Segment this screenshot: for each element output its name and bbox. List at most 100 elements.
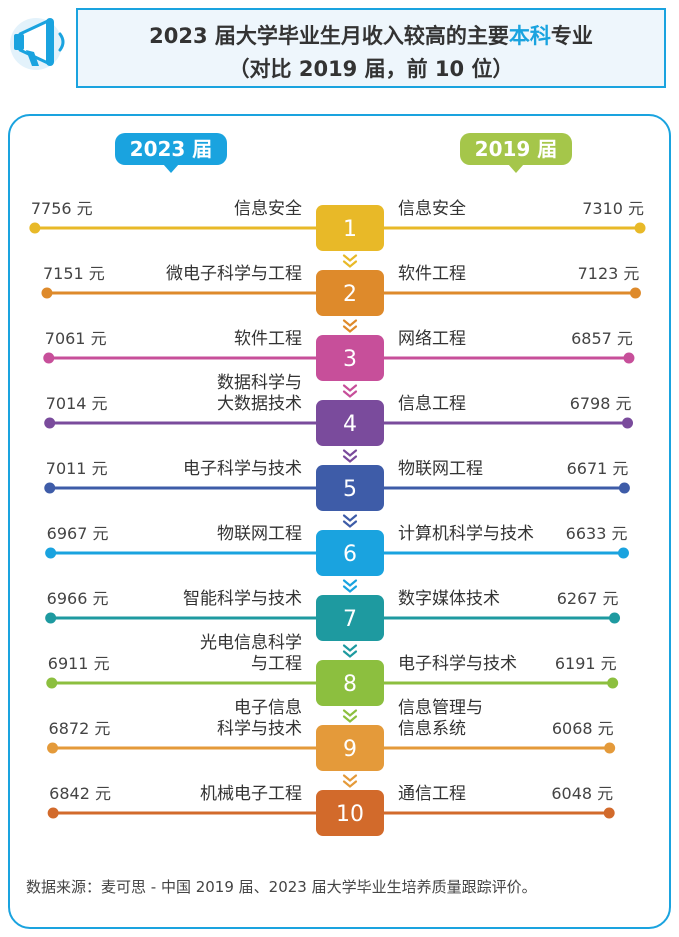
value-label-2023: 6872 元 [49,719,111,738]
value-label-2019: 7123 元 [578,264,640,283]
point-2019 [622,417,634,429]
rank-box [316,530,384,576]
connector-chevron [342,520,358,528]
value-label-2023: 6967 元 [47,524,109,543]
point-2019 [604,742,616,754]
value-label-2023: 7014 元 [46,394,108,413]
rank-label: 3 [343,347,357,372]
major-label-2023: 电子科学与技术 [183,459,302,479]
point-2019 [634,222,646,234]
major-label-2019: 信息管理与 [398,698,483,718]
major-label-2019: 物联网工程 [398,459,483,479]
connector-chevron [342,260,358,268]
major-label-2019: 信息工程 [398,394,466,414]
point-2019 [607,677,619,689]
value-label-2023: 6911 元 [48,654,110,673]
value-label-2019: 6048 元 [551,784,613,803]
value-label-2023: 7756 元 [31,199,93,218]
source-note: 数据来源：麦可思 - 中国 2019 届、2023 届大学毕业生培养质量跟踪评价… [26,878,537,896]
connector-chevron [342,715,358,723]
point-2019 [617,547,629,559]
major-label-2019: 网络工程 [398,329,466,349]
title-part-2: 专业 [550,24,593,48]
connector-chevron [342,390,358,398]
connector-chevron [342,644,358,652]
point-2023 [46,677,58,689]
value-label-2019: 6191 元 [555,654,617,673]
major-label-2023: 科学与技术 [217,719,302,739]
point-2019 [609,612,621,624]
title-highlight: 本科 [508,24,551,48]
title-part-1: 2023 届大学毕业生月收入较高的主要 [149,24,509,48]
megaphone-icon [10,18,65,70]
value-label-2019: 7310 元 [582,199,644,218]
rank-box [316,790,384,836]
point-2019 [618,482,630,494]
rank-label: 9 [343,737,357,762]
major-label-2023: 大数据技术 [217,394,302,414]
major-label-2019: 计算机科学与技术 [398,524,534,544]
page-subtitle: （对比 2019 届，前 10 位） [228,57,514,81]
value-label-2019: 6857 元 [571,329,633,348]
major-label-2023: 微电子科学与工程 [166,264,302,284]
major-label-2023: 光电信息科学 [200,633,302,653]
major-label-2023: 软件工程 [234,329,302,349]
rank-box [316,205,384,251]
major-label-2019: 信息系统 [398,719,466,739]
point-2023 [45,612,57,624]
major-label-2019: 电子科学与技术 [398,654,517,674]
rank-box [316,465,384,511]
value-label-2019: 6267 元 [557,589,619,608]
value-label-2019: 6798 元 [570,394,632,413]
rank-box [316,400,384,446]
rank-label: 1 [343,217,357,242]
rank-label: 2 [343,282,357,307]
rank-box [316,725,384,771]
rank-box [316,335,384,381]
point-2019 [629,287,641,299]
rank-label: 7 [343,607,357,632]
connector-chevron [342,579,358,587]
value-label-2023: 7011 元 [46,459,108,478]
connector-chevron [342,449,358,457]
connector-chevron [342,709,358,717]
major-label-2019: 信息安全 [398,199,466,219]
point-2023 [47,742,59,754]
connector-chevron [342,650,358,658]
major-label-2023: 与工程 [251,654,302,674]
rank-box [316,595,384,641]
value-label-2019: 6633 元 [566,524,628,543]
value-label-2019: 6068 元 [552,719,614,738]
point-2019 [603,807,615,819]
year-tab-2023: 2023 届 [115,133,227,173]
point-2023 [45,547,57,559]
point-2023 [43,352,55,364]
year-tab-2019: 2019 届 [460,133,572,173]
connector-chevron [342,455,358,463]
major-label-2023: 机械电子工程 [200,784,302,804]
major-label-2019: 数字媒体技术 [398,589,500,609]
connector-chevron [342,384,358,392]
value-label-2019: 6671 元 [567,459,629,478]
connector-chevron [342,585,358,593]
point-2023 [47,807,59,819]
major-label-2023: 数据科学与 [217,373,302,393]
connector-chevron [342,780,358,788]
major-label-2019: 软件工程 [398,264,466,284]
major-label-2023: 物联网工程 [217,524,302,544]
title-box: 2023 届大学毕业生月收入较高的主要本科专业 （对比 2019 届，前 10 … [76,8,666,88]
rank-label: 10 [336,802,364,827]
rank-label: 4 [343,412,357,437]
rank-label: 5 [343,477,357,502]
connector-chevron [342,325,358,333]
connector-chevron [342,319,358,327]
value-label-2023: 6966 元 [47,589,109,608]
connector-chevron [342,254,358,262]
point-2023 [44,417,56,429]
value-label-2023: 6842 元 [49,784,111,803]
page-title: 2023 届大学毕业生月收入较高的主要本科专业 [78,20,664,50]
value-label-2023: 7151 元 [43,264,105,283]
point-2023 [44,482,56,494]
major-label-2023: 电子信息 [234,698,302,718]
